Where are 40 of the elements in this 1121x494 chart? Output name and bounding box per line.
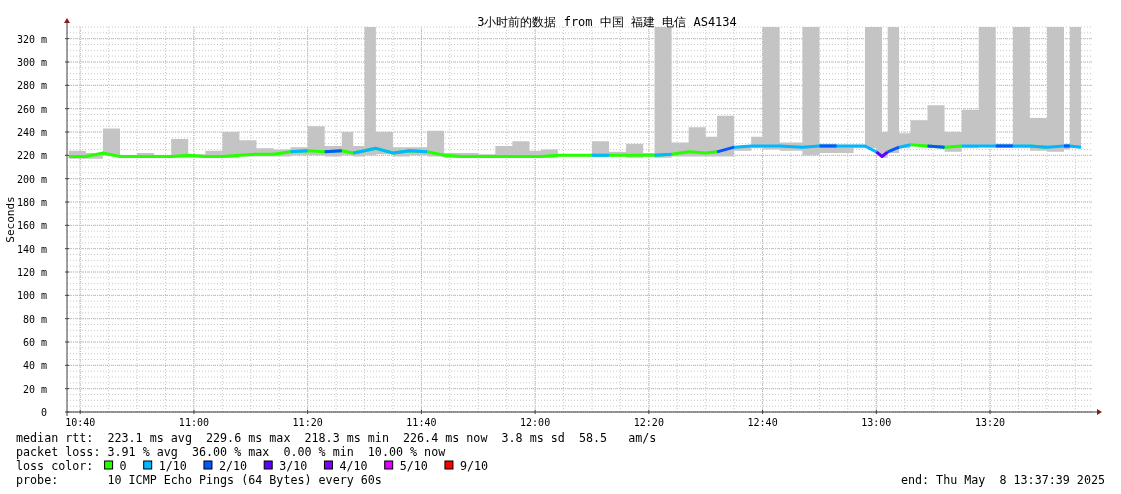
legend-label: 3/10 — [279, 459, 308, 473]
text: probe: 10 ICMP Echo Pings (64 Bytes) every 60s — [16, 473, 382, 487]
legend-title: loss color: — [16, 459, 94, 473]
y-axis-title: Seconds — [4, 196, 17, 243]
x-tick-label: 13:00 — [861, 417, 892, 428]
y-tick-label: 80 m — [22, 313, 47, 325]
y-tick-label: 320 m — [16, 33, 47, 45]
text: median rtt: 223.1 ms avg 229.6 ms max 218.3 ms min 226.4 ms now 3.8 ms sd 58.5 am/s — [16, 431, 657, 445]
y-tick-label: 40 m — [22, 360, 47, 372]
legend-label: 0 — [119, 459, 127, 473]
y-tick-label: 120 m — [16, 267, 47, 278]
y-tick-label: 100 m — [16, 290, 47, 302]
legend-label: 4/10 — [339, 459, 368, 473]
x-tick-label: 10:40 — [65, 417, 96, 428]
y-tick-label: 260 m — [16, 103, 47, 115]
legend-label: 1/10 — [158, 459, 187, 473]
y-tick-label: 240 m — [16, 127, 47, 138]
y-tick-label: 60 m — [22, 337, 47, 348]
x-tick-label: 11:20 — [292, 417, 323, 428]
x-tick-label: 11:40 — [406, 417, 437, 428]
legend-label: 2/10 — [218, 459, 248, 473]
y-tick-label: 20 m — [22, 383, 47, 395]
legend-label: 5/10 — [399, 459, 428, 473]
chart-title: 3小时前的数据 from 中国 福建 电信 AS4134 — [477, 15, 737, 29]
x-tick-label: 12:00 — [520, 417, 551, 428]
y-tick-label: 300 m — [16, 57, 47, 68]
y-tick-label: 200 m — [16, 173, 47, 185]
y-tick-label: 0 — [40, 407, 47, 418]
legend-label: 9/10 — [459, 459, 489, 473]
x-tick-label: 11:00 — [178, 417, 209, 428]
text: packet loss: 3.91 % avg 36.00 % max 0.00 % min 10.00 % now — [16, 445, 447, 459]
y-tick-label: 160 m — [16, 220, 47, 232]
x-tick-label: 12:40 — [747, 417, 778, 428]
x-tick-label: 13:20 — [975, 417, 1006, 428]
y-tick-label: 280 m — [16, 80, 47, 92]
y-tick-label: 140 m — [16, 243, 47, 255]
x-tick-label: 12:20 — [633, 417, 664, 428]
y-tick-label: 220 m — [16, 150, 47, 162]
text: end: Thu May 8 13:37:39 2025 — [900, 473, 1105, 487]
y-tick-label: 180 m — [16, 197, 47, 208]
